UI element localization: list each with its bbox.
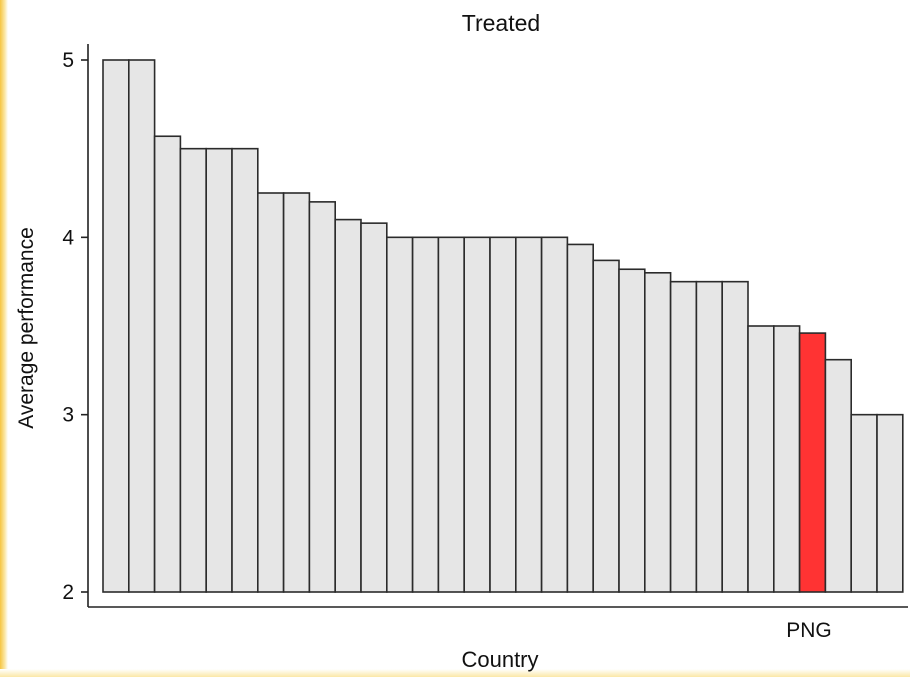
- bar: [514, 236, 543, 593]
- bottom-edge-decoration: [0, 669, 910, 677]
- bar: [592, 259, 620, 593]
- left-edge-decoration: [0, 0, 8, 677]
- bar: [411, 236, 440, 593]
- bar: [179, 147, 207, 593]
- bar: [385, 236, 414, 593]
- bar: [566, 243, 595, 593]
- bar: [772, 325, 801, 593]
- bar: [231, 147, 259, 593]
- y-tick-label: 2: [62, 581, 74, 604]
- bar: [308, 201, 336, 593]
- axes-group: 2 3 4 5: [62, 44, 908, 608]
- bar: [489, 236, 517, 593]
- y-tick-label: 3: [62, 404, 74, 427]
- bar: [128, 59, 156, 593]
- bar-highlighted: [798, 332, 827, 593]
- chart-title: Treated: [462, 10, 540, 36]
- bar: [437, 236, 465, 593]
- highlight-category-label: PNG: [786, 619, 832, 642]
- bar: [669, 280, 698, 593]
- bar: [618, 268, 646, 593]
- bar: [256, 192, 285, 593]
- bar: [205, 147, 233, 593]
- bar: [824, 358, 853, 593]
- bar: [463, 236, 491, 593]
- y-axis-label: Average performance: [15, 227, 38, 429]
- bar: [360, 222, 388, 593]
- bar: [876, 413, 904, 593]
- bar: [282, 192, 311, 593]
- y-tick-label: 5: [62, 49, 74, 72]
- y-tick-label: 4: [62, 226, 74, 249]
- bar: [102, 59, 130, 593]
- bar: [334, 218, 362, 593]
- bar: [695, 280, 724, 593]
- bar: [721, 280, 749, 593]
- bar: [643, 271, 672, 593]
- bar: [850, 413, 878, 593]
- bar: [153, 135, 182, 593]
- bar: [540, 236, 569, 593]
- bars-group: [102, 59, 904, 593]
- bar: [747, 325, 775, 593]
- x-axis-label: Country: [461, 647, 538, 672]
